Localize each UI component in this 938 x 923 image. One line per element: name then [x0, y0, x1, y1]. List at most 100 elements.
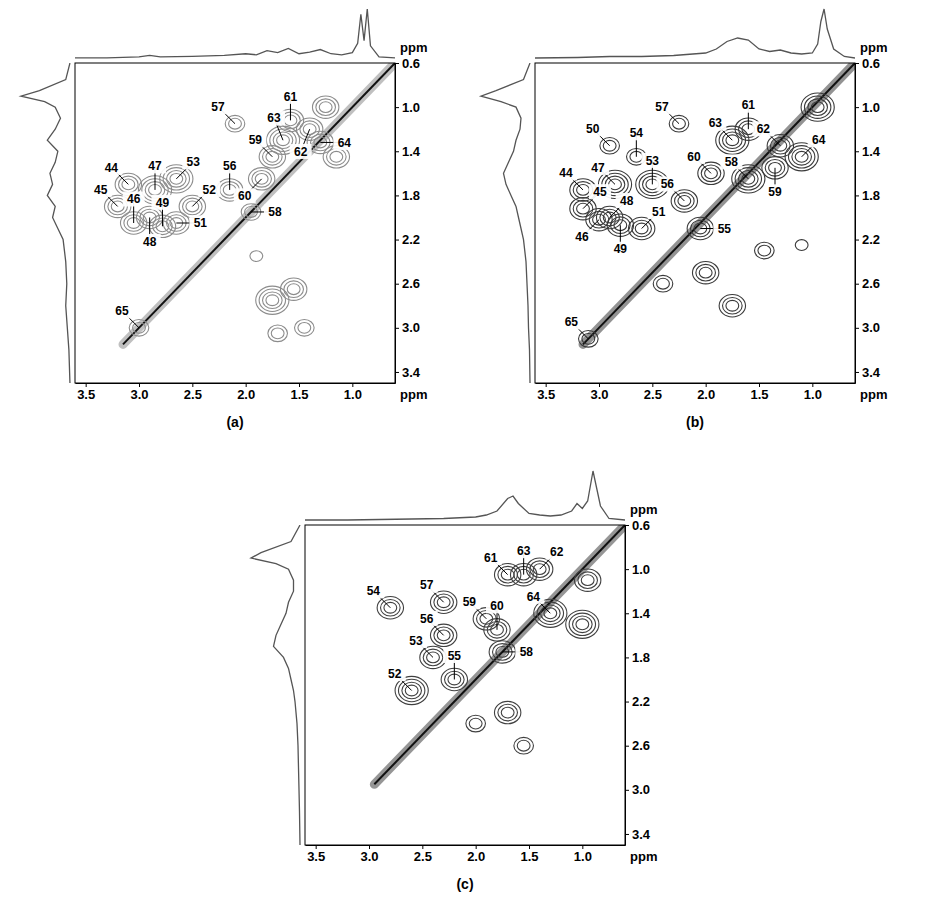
label-patch — [616, 193, 638, 208]
x-tick-label: 3.0 — [590, 387, 608, 402]
contour-ring — [316, 99, 336, 116]
peak-label: 59 — [463, 595, 477, 609]
label-patch — [443, 648, 465, 663]
contour-ring — [271, 328, 284, 339]
x-tick: 2.5 — [414, 845, 432, 864]
x-tick: 3.0 — [360, 845, 378, 864]
label-patch — [244, 132, 266, 147]
label-patch — [416, 578, 438, 593]
peak-label: 59 — [249, 133, 263, 147]
x-tick: 2.5 — [184, 383, 202, 402]
x-tick: 2.5 — [644, 383, 662, 402]
y-tick: 1.8 — [625, 650, 650, 665]
diagonal-band — [374, 525, 625, 784]
y-tick-label: 2.2 — [862, 232, 880, 247]
label-patch — [264, 204, 286, 219]
peak-label: 63 — [517, 544, 531, 558]
label-patch — [151, 195, 173, 210]
x-tick-label: 2.0 — [697, 387, 715, 402]
x-axis-title: ppm — [860, 387, 887, 402]
peak-label: 46 — [575, 230, 589, 244]
peak-label: 61 — [484, 551, 498, 565]
y-tick-label: 2.6 — [862, 276, 880, 291]
peak-label: 57 — [211, 100, 225, 114]
label-patch — [139, 234, 161, 249]
contour-ring — [312, 96, 338, 118]
x-axis-line — [536, 383, 856, 384]
peak-label: 60 — [490, 599, 504, 613]
contour-ring — [268, 325, 288, 342]
peak-label: 62 — [757, 122, 771, 136]
y-tick-label: 1.0 — [862, 100, 880, 115]
peak-label: 54 — [367, 584, 381, 598]
y-tick-mark — [855, 328, 859, 329]
x-tick-label: 3.0 — [360, 849, 378, 864]
peak-labels: 54575960616362645653555258 — [362, 543, 567, 690]
peak-label: 53 — [646, 154, 660, 168]
y-tick-mark — [625, 702, 629, 703]
x-tick: 1.0 — [804, 383, 822, 402]
label-patch — [713, 221, 735, 236]
diagonal-line — [123, 63, 395, 344]
y-tick: 2.6 — [625, 738, 650, 753]
plot-background — [535, 63, 855, 383]
panel: 3.53.02.52.01.51.00.61.01.41.82.22.63.03… — [21, 9, 427, 430]
contour-ring — [632, 220, 652, 237]
peak-label: 56 — [223, 159, 237, 173]
label-texts: 44454647484953525157566059586361626465 — [90, 89, 356, 318]
label-patch — [100, 160, 122, 175]
y-tick-label: 3.4 — [862, 365, 881, 380]
y-tick-label: 1.0 — [632, 562, 650, 577]
x-tick: 3.5 — [77, 383, 95, 402]
label-patch — [641, 153, 663, 168]
y-tick-label: 3.0 — [402, 320, 420, 335]
y-axis-line — [855, 64, 856, 384]
diagonal-line — [374, 525, 625, 784]
y-tick: 1.4 — [855, 144, 881, 159]
peak-label: 53 — [409, 634, 423, 648]
x-tick: 1.5 — [290, 383, 308, 402]
diagonal-line — [583, 63, 855, 344]
contour-ring — [569, 613, 595, 635]
y-tick-label: 2.6 — [402, 276, 420, 291]
label-patch — [290, 144, 312, 159]
label-patch — [279, 89, 301, 104]
contour-ring — [692, 261, 718, 283]
x-tick: 3.0 — [130, 383, 148, 402]
y-axis-title: ppm — [400, 40, 427, 55]
peak-label: 45 — [94, 183, 108, 197]
plot-frame — [535, 63, 855, 383]
contour-ring — [723, 297, 743, 314]
y-tick-mark — [625, 657, 629, 658]
peak-label: 64 — [338, 136, 352, 150]
contour-ring — [330, 151, 343, 162]
y-tick: 2.2 — [855, 232, 880, 247]
peak-label: 58 — [725, 155, 739, 169]
label-patch — [625, 125, 647, 140]
label-texts: 54575960616362645653555258 — [362, 543, 567, 681]
y-tick: 2.2 — [625, 694, 650, 709]
peak-label: 56 — [661, 177, 675, 191]
contour-ring — [795, 240, 808, 251]
contour-ring — [420, 646, 446, 668]
y-axis-line — [395, 64, 396, 384]
peak-label: 65 — [565, 315, 579, 329]
x-tick-label: 1.0 — [804, 387, 822, 402]
y-tick: 3.0 — [625, 782, 650, 797]
y-tick-label: 3.4 — [402, 365, 421, 380]
x-tick-label: 2.5 — [184, 387, 202, 402]
y-axis-title: ppm — [630, 502, 657, 517]
y-tick-label: 2.6 — [632, 738, 650, 753]
panel: 3.53.02.52.01.51.00.61.01.41.82.22.63.03… — [481, 9, 887, 430]
peak-label: 48 — [620, 194, 634, 208]
label-patch — [219, 158, 241, 173]
plot-marks — [374, 525, 625, 784]
peak-label: 62 — [550, 545, 564, 559]
plot-marks — [570, 63, 855, 347]
x-tick-label: 1.5 — [290, 387, 308, 402]
label-patch — [384, 666, 406, 681]
y-tick-mark — [395, 195, 399, 196]
y-tick-label: 0.6 — [402, 56, 420, 71]
contour-ring — [517, 740, 530, 751]
plot-frame — [305, 525, 625, 845]
